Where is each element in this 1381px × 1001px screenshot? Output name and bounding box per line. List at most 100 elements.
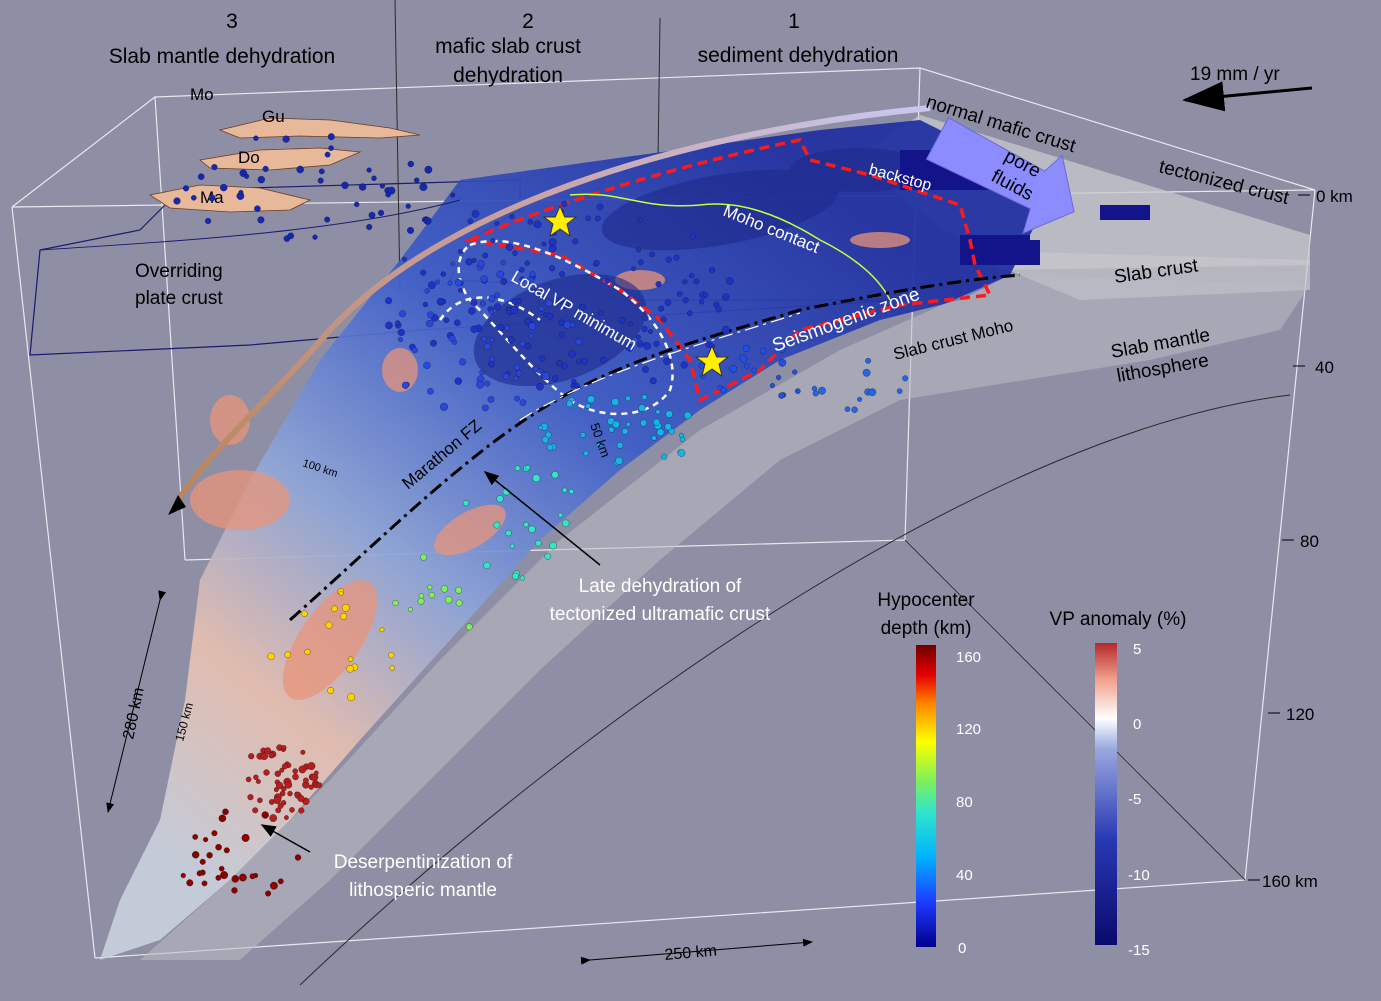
vp-tick-0: 0	[1133, 716, 1141, 733]
hypocenter-dot	[307, 762, 316, 771]
hypocenter-dot	[471, 257, 477, 263]
hypocenter-dot	[450, 261, 456, 267]
hypocenter-dot	[454, 377, 462, 385]
hypocenter-dot	[238, 189, 244, 195]
overriding-label-2: plate crust	[135, 288, 223, 309]
hypocenter-dot	[470, 299, 478, 306]
hypocenter-dot	[665, 410, 673, 418]
hypocenter-dot	[241, 833, 250, 842]
hypocenter-dot	[440, 271, 446, 277]
scale-280-label: 280 km	[120, 686, 148, 741]
pore-fluids-arrow	[925, 117, 1075, 235]
islands	[148, 117, 421, 213]
hypocenter-dot	[269, 814, 278, 822]
hypocenter-dot	[558, 332, 565, 338]
hypocenter-dot	[338, 590, 344, 596]
hypocenter-dot	[252, 807, 259, 814]
hypocenter-dot	[612, 420, 620, 429]
hypocenter-dot	[536, 368, 542, 374]
hypocenter-dot	[371, 175, 377, 181]
hypocenter-dot	[263, 769, 270, 776]
hypocenter-dot	[203, 837, 209, 843]
hypocenter-dot	[312, 234, 318, 240]
hypocenter-dot	[287, 790, 293, 797]
hypocenter-dot	[635, 334, 641, 340]
hypocenter-dot	[418, 593, 425, 599]
hypocenter-dot	[575, 338, 583, 346]
hypocenter-dot	[483, 561, 491, 570]
hypocenter-dot	[482, 252, 489, 259]
hypocenter-dot	[656, 428, 665, 437]
hypocenter-dot	[611, 398, 620, 406]
hypocenter-dot	[277, 878, 284, 885]
hypocenter-dot	[673, 254, 680, 261]
hypocenter-dot	[605, 328, 611, 334]
hypocenter-dot	[573, 382, 580, 389]
hypocenter-dot	[631, 266, 636, 272]
hypocenter-dot	[489, 337, 495, 343]
hypocenter-dot	[480, 275, 488, 283]
hypocenter-dot	[556, 360, 563, 367]
hypocenter-dot	[739, 354, 748, 363]
hypocenter-dot	[454, 279, 463, 287]
hypocenter-dot	[513, 364, 521, 371]
hypocenter-dot	[440, 402, 448, 411]
hypocenter-dot	[496, 495, 504, 503]
hypocenter-dot	[401, 381, 410, 389]
hypocenter-dot	[494, 221, 500, 226]
hypocenter-dot	[218, 865, 225, 872]
hypocenter-dot	[422, 301, 428, 308]
hypocenter-dot	[173, 197, 181, 205]
hypocenter-dot	[812, 390, 819, 397]
hypocenter-dot	[308, 784, 314, 790]
hypocenter-dot	[255, 779, 261, 784]
hypocenter-dot	[191, 195, 197, 201]
hypocenter-dot	[264, 747, 272, 755]
hypocenter-dot	[561, 301, 569, 309]
hypocenter-dot	[487, 396, 495, 403]
hypocenter-dot	[742, 345, 750, 353]
hypocenter-dot	[211, 830, 218, 837]
hypocenter-dot	[576, 359, 582, 365]
hypocenter-dot	[244, 173, 250, 179]
hypocenter-dot	[261, 811, 269, 819]
local-vp-minimum-inner	[438, 296, 541, 322]
hypocenter-dot	[385, 191, 391, 198]
hypocenter-dot	[274, 770, 281, 777]
hypocenter-dot	[699, 299, 705, 305]
hypocenter-dot	[395, 320, 401, 326]
hypocenter-dot	[489, 356, 495, 362]
hypocenter-dot	[709, 267, 716, 274]
hypocenter-dot	[279, 767, 285, 773]
hypocenter-dot	[561, 200, 568, 207]
hypocenter-dot	[483, 343, 492, 351]
hypocenter-dot	[426, 319, 434, 328]
overriding-upper-line	[39, 199, 461, 251]
hypocenter-dot	[857, 396, 863, 402]
hypocenter-dot	[776, 374, 782, 381]
hypocenter-dot	[298, 765, 307, 774]
hypocenter-dot	[270, 881, 278, 890]
hypocenter-dot	[519, 276, 526, 283]
hypocenter-dot	[636, 247, 641, 253]
hypocenter-dot	[262, 165, 269, 172]
hypocenter-dot	[689, 233, 696, 240]
hypocenter-dot	[430, 339, 437, 347]
hypocenter-dot	[273, 787, 279, 793]
hypocenter-dot	[298, 807, 305, 814]
hypocenter-tick-120: 120	[956, 721, 981, 738]
hypocenter-dot	[346, 665, 354, 673]
hypocenter-dot	[304, 648, 311, 655]
hypocenter-dot	[366, 223, 373, 231]
hypocenter-dot	[454, 319, 461, 327]
hypocenter-dot	[327, 687, 335, 694]
hypocenter-dot	[440, 585, 449, 593]
hypocenter-dot	[480, 300, 486, 307]
hypocenter-dot	[500, 277, 508, 285]
hypocenter-dot	[512, 572, 519, 580]
hypocenter-dot	[625, 421, 631, 427]
hypocenter-dot	[462, 500, 470, 507]
hypocenter-dot	[208, 194, 216, 202]
hypocenter-dot	[511, 298, 518, 305]
